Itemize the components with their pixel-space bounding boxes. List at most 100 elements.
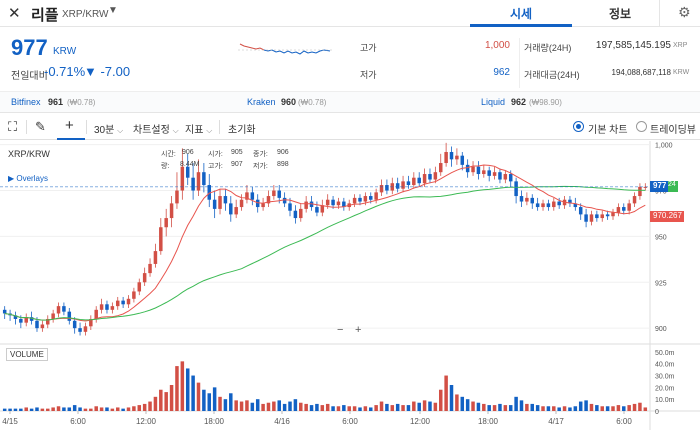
xrp-logo-icon: ✕ xyxy=(8,5,21,22)
volume-bar xyxy=(83,408,88,411)
candle-body xyxy=(589,214,594,222)
candle-body xyxy=(573,203,578,208)
tradingview-radio[interactable] xyxy=(636,121,647,132)
pencil-icon[interactable]: ✎ xyxy=(35,119,46,134)
volume-bar xyxy=(56,406,61,411)
candle-body xyxy=(525,197,529,202)
exchange-price: 961 xyxy=(48,97,64,107)
candle-body xyxy=(487,170,491,176)
volume-bar xyxy=(336,406,341,411)
volume-bar xyxy=(250,402,255,411)
volume-bar xyxy=(595,405,599,411)
volume-bar xyxy=(562,406,567,411)
candle-body xyxy=(352,197,357,204)
volume-bar xyxy=(508,405,513,411)
candle-body xyxy=(433,172,438,180)
chevron-down-icon: ⌵ xyxy=(206,126,213,135)
candle-body xyxy=(72,320,77,329)
chevron-down-icon: ⌵ xyxy=(172,126,179,135)
exchange-name: Kraken xyxy=(247,97,276,107)
candle-body xyxy=(137,282,142,292)
candle-body xyxy=(46,318,50,325)
tab-quote[interactable]: 시세 xyxy=(509,7,533,21)
volume-bar xyxy=(395,403,400,411)
candle-body xyxy=(223,196,228,204)
ohlc-volume: 8.44M xyxy=(180,161,200,168)
ohlc-label: 저가: xyxy=(253,163,268,170)
indicators-label: 지표 xyxy=(185,125,204,136)
volume-bar xyxy=(406,405,411,411)
interval-label: 30분 xyxy=(94,125,115,136)
fullscreen-icon[interactable]: ⛶ xyxy=(8,119,18,134)
ohlc-value: 905 xyxy=(231,149,243,156)
volume-bar xyxy=(110,408,115,411)
volume-bar xyxy=(503,405,508,411)
volume-bar xyxy=(525,403,529,411)
change-amount: ▼ -7.00 xyxy=(84,64,131,79)
zoom-out-button[interactable]: − xyxy=(337,324,344,336)
volume-bar xyxy=(89,408,93,411)
exchange-krw: (₩0.78) xyxy=(67,98,96,107)
volume-bar xyxy=(185,368,190,411)
candle-body xyxy=(476,166,481,175)
volume-bar xyxy=(541,406,545,411)
last-price-tag-suffix: 24 xyxy=(668,180,678,192)
tradingview-label[interactable]: 트레이딩뷰 xyxy=(650,125,696,136)
volume-bar xyxy=(363,406,368,411)
candle-body xyxy=(272,190,276,197)
candle-body xyxy=(29,317,34,321)
candle-body xyxy=(422,174,427,184)
crosshair-icon[interactable]: + xyxy=(65,117,74,134)
basic-chart-radio[interactable] xyxy=(573,121,584,132)
ohlc-value: 898 xyxy=(277,161,289,168)
high-label: 고가 xyxy=(360,43,377,53)
indicators-button[interactable]: 지표 ⌵ xyxy=(185,121,212,136)
volume-bar xyxy=(379,401,384,411)
candle-body xyxy=(605,214,610,217)
candle-body xyxy=(406,181,411,186)
candle-body xyxy=(83,326,88,332)
gear-icon[interactable]: ⚙ xyxy=(678,4,691,20)
ohlc-label: 고가: xyxy=(208,163,223,170)
volume-bar xyxy=(212,387,217,411)
overlays-toggle[interactable]: ▶ Overlays xyxy=(8,174,48,183)
volume-bar xyxy=(159,389,163,411)
time-tick-label: 18:00 xyxy=(204,417,225,426)
volume-bar xyxy=(568,407,572,411)
time-tick-label: 12:00 xyxy=(136,417,157,426)
volume-bar xyxy=(315,403,319,411)
volume-bar xyxy=(13,408,18,411)
basic-chart-label[interactable]: 기본 차트 xyxy=(588,125,628,136)
volume-bar xyxy=(8,408,12,411)
volume-bar xyxy=(288,401,292,411)
candle-body xyxy=(438,163,443,173)
price-chart[interactable]: 1,000 975 950 925 900 50.0m 40.0m 30.0m 20.0m 10.… xyxy=(0,141,700,430)
tab-info[interactable]: 정보 xyxy=(608,7,632,21)
chart-canvas[interactable]: 1,000 975 950 925 900 50.0m 40.0m 30.0m 20.0m 10.… xyxy=(0,141,700,430)
volume-bar xyxy=(277,400,281,411)
volume-bar xyxy=(282,403,287,411)
volume-bar xyxy=(643,407,648,411)
chart-settings-button[interactable]: 차트설정 ⌵ xyxy=(133,121,179,136)
candle-body xyxy=(78,328,82,332)
interval-select[interactable]: 30분 ⌵ xyxy=(94,121,123,136)
chevron-down-icon[interactable]: ▼ xyxy=(108,5,118,16)
volume-bar xyxy=(180,361,185,411)
zoom-in-button[interactable]: + xyxy=(355,324,362,336)
volume-bar xyxy=(62,407,66,411)
volume-bar xyxy=(385,403,389,411)
candle-body xyxy=(40,324,45,329)
coin-pair: XRP/KRW xyxy=(62,9,109,20)
candle-body xyxy=(568,199,572,204)
volume-bar xyxy=(132,406,136,411)
volume-bar xyxy=(218,396,222,411)
candle-body xyxy=(471,166,475,173)
volume-bar xyxy=(444,375,448,411)
reset-button[interactable]: 초기화 xyxy=(228,125,256,136)
volume-bar xyxy=(622,406,626,411)
volume-bar xyxy=(546,406,551,411)
header-bar: ✕ 리플 XRP/KRW ▼ 시세 정보 ⚙ xyxy=(0,0,700,27)
volume-bar xyxy=(449,385,454,411)
candle-body xyxy=(202,172,206,186)
volume-bar xyxy=(24,407,28,411)
